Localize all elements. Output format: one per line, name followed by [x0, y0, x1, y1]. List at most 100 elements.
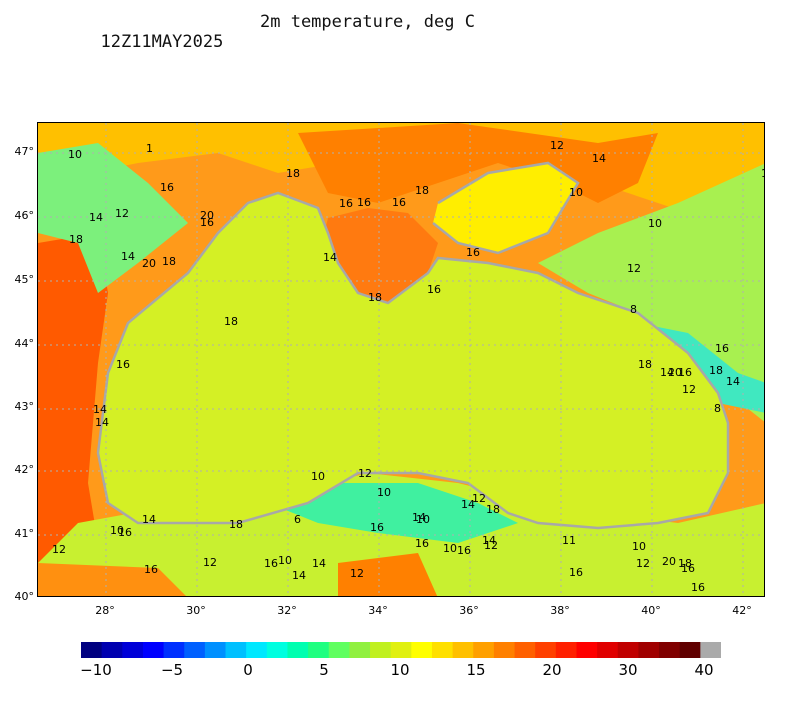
- colorbar-segment: [700, 642, 721, 658]
- contour-label: 16: [264, 557, 278, 570]
- colorbar-segment: [617, 642, 639, 658]
- contour-label: 16: [200, 216, 214, 229]
- graticule: [38, 123, 764, 596]
- colorbar-segment: [225, 642, 247, 658]
- contour-label: 12: [350, 567, 364, 580]
- contour-label: 10: [416, 513, 430, 526]
- lat-tick-label: 43°: [14, 400, 35, 413]
- lon-tick-label: 28°: [95, 604, 115, 617]
- colorbar-segment: [184, 642, 206, 658]
- contour-label: 16: [715, 342, 729, 355]
- lat-tick-label: 41°: [14, 527, 35, 540]
- contour-label: 16: [427, 283, 441, 296]
- colorbar-segment: [576, 642, 598, 658]
- lon-tick-label: 32°: [277, 604, 297, 617]
- contour-label: 18: [69, 233, 83, 246]
- contour-label: 16: [569, 566, 583, 579]
- colorbar-segment: [81, 642, 103, 658]
- contour-label: 10: [648, 217, 662, 230]
- colorbar-segment: [308, 642, 330, 658]
- crimea: [323, 208, 438, 303]
- colorbar-segment: [246, 642, 268, 658]
- contour-label: 16: [691, 581, 705, 594]
- contour-label: 16: [339, 197, 353, 210]
- colorbar-segment: [535, 642, 557, 658]
- contour-label: 20: [668, 366, 682, 379]
- contour-label: 10: [311, 470, 325, 483]
- colorbar-segment: [328, 642, 350, 658]
- contour-label: 14: [142, 513, 156, 526]
- contour-label: 8: [714, 402, 721, 415]
- contour-label: 10: [278, 554, 292, 567]
- contour-label: 16: [415, 537, 429, 550]
- colorbar-segment: [473, 642, 495, 658]
- timestamp-label: 12Z11MAY2025: [100, 32, 224, 52]
- contour-label: 18: [224, 315, 238, 328]
- contour-label: 18: [415, 184, 429, 197]
- colorbar-tick-label: 5: [319, 661, 329, 679]
- contour-label: 18: [678, 557, 692, 570]
- colorbar-segment: [431, 642, 454, 658]
- anatolia-warm-zone: [338, 553, 438, 596]
- contour-label: 14: [312, 557, 326, 570]
- lon-tick-label: 40°: [641, 604, 661, 617]
- lat-tick-label: 40°: [14, 590, 35, 603]
- contour-label: 10: [68, 148, 82, 161]
- colorbar-segment: [101, 642, 123, 658]
- colorbar-segment: [452, 642, 474, 658]
- contour-label: 8: [630, 303, 637, 316]
- contour-label: 10: [443, 542, 457, 555]
- lon-tick-label: 42°: [732, 604, 752, 617]
- contour-label: 16: [370, 521, 384, 534]
- contour-label: 16: [392, 196, 406, 209]
- contour-label: 14: [93, 403, 107, 416]
- contour-label: 10: [632, 540, 646, 553]
- contour-label: 12: [472, 492, 486, 505]
- colorbar-tick-label: 40: [694, 661, 714, 679]
- contour-label: 12: [358, 467, 372, 480]
- colorbar-segment: [555, 642, 577, 658]
- colorbar-segment: [349, 642, 371, 658]
- contour-label: 11: [562, 534, 576, 547]
- contour-label: 18: [162, 255, 176, 268]
- contour-label: 16: [678, 366, 692, 379]
- colorbar-segment: [142, 642, 165, 658]
- contour-label: 20: [200, 209, 214, 222]
- colorbar-tick-label: 15: [466, 661, 486, 679]
- anatolia-cool-zone: [268, 483, 518, 543]
- contour-label: 14: [726, 375, 740, 388]
- colorbar-segment: [163, 642, 185, 658]
- plot-header: 12Z11MAY2025 2m temperature, deg C: [80, 12, 474, 72]
- contour-label: 18: [229, 518, 243, 531]
- lat-tick-label: 44°: [14, 337, 35, 350]
- colorbar: [81, 642, 721, 658]
- contour-label: 16: [457, 544, 471, 557]
- lon-tick-label: 38°: [550, 604, 570, 617]
- contour-label: 12: [761, 167, 765, 180]
- contour-label: 14: [323, 251, 337, 264]
- contour-label: 18: [638, 358, 652, 371]
- black-sea: [98, 193, 728, 528]
- contour-label: 14: [461, 498, 475, 511]
- contour-label: 12: [636, 557, 650, 570]
- contour-label: 18: [709, 364, 723, 377]
- contour-label: 12: [203, 556, 217, 569]
- contour-label: 14: [95, 416, 109, 429]
- lat-tick-label: 42°: [14, 463, 35, 476]
- contour-label: 16: [118, 526, 132, 539]
- contour-label: 16: [357, 196, 371, 209]
- colorbar-segment: [287, 642, 309, 658]
- colorbar-tick-label: −5: [160, 661, 184, 679]
- colorbar-tick-label: 20: [542, 661, 562, 679]
- colorbar-segment: [266, 642, 288, 658]
- colorbar-segment: [514, 642, 536, 658]
- contour-label: 16: [116, 358, 130, 371]
- contour-label: 18: [486, 503, 500, 516]
- contour-label: 16: [160, 181, 174, 194]
- contour-label: 14: [292, 569, 306, 582]
- contour-label: 12: [682, 383, 696, 396]
- contour-label: 10: [569, 186, 583, 199]
- contour-label: 18: [286, 167, 300, 180]
- lon-tick-label: 34°: [368, 604, 388, 617]
